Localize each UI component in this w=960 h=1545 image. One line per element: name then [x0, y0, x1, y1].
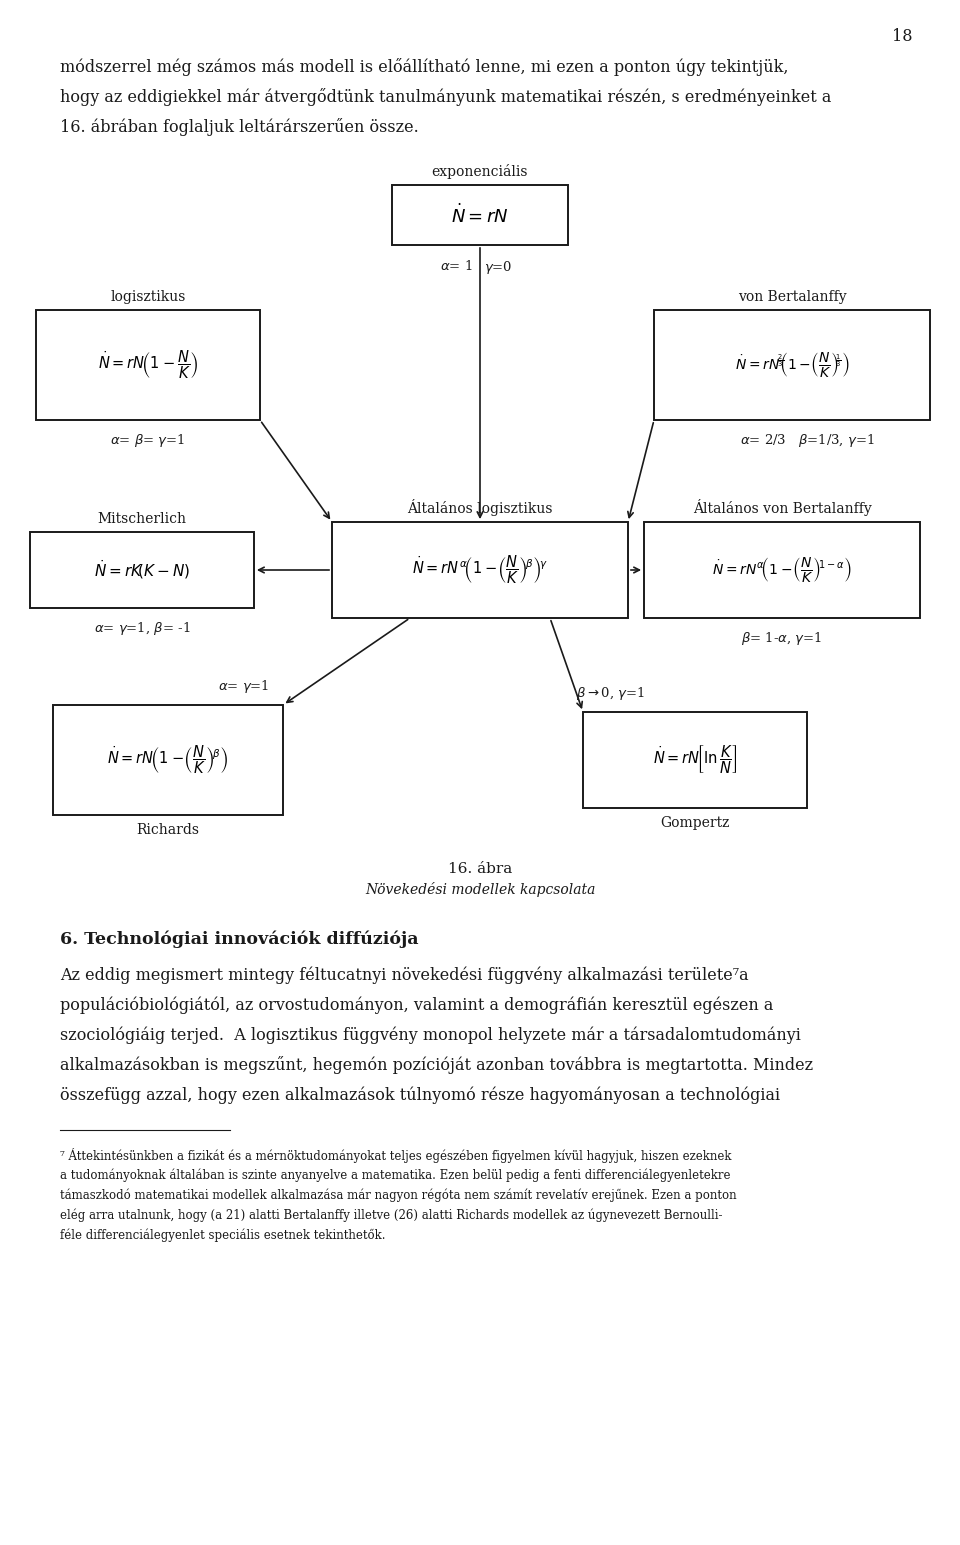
Bar — [36, 311, 260, 420]
Text: Richards: Richards — [136, 823, 200, 837]
Text: $\dot{N} = rN^{\alpha}\!\left(1 - \!\left(\dfrac{N}{K}\right)^{\!\beta}\right)^{: $\dot{N} = rN^{\alpha}\!\left(1 - \!\lef… — [412, 553, 548, 586]
Bar — [30, 531, 254, 609]
Text: Általános logisztikus: Általános logisztikus — [407, 499, 553, 516]
Text: Növekedési modellek kapcsolata: Növekedési modellek kapcsolata — [365, 882, 595, 898]
Bar — [392, 185, 568, 246]
Text: alkalmazásokban is megszűnt, hegemón pozícióját azonban továbbra is megtartotta.: alkalmazásokban is megszűnt, hegemón poz… — [60, 1055, 813, 1074]
Text: logisztikus: logisztikus — [110, 290, 185, 304]
Text: módszerrel még számos más modell is előállítható lenne, mi ezen a ponton úgy tek: módszerrel még számos más modell is előá… — [60, 59, 788, 76]
Text: Mitscherlich: Mitscherlich — [98, 511, 186, 525]
Text: $\dot{N} = rN$: $\dot{N} = rN$ — [451, 204, 509, 227]
Text: $\gamma$=0: $\gamma$=0 — [484, 260, 513, 277]
Text: $\dot{N} = rN^{\alpha}\!\left(1 - \!\left(\dfrac{N}{K}\right)^{\!1-\alpha}\right: $\dot{N} = rN^{\alpha}\!\left(1 - \!\lef… — [712, 556, 852, 584]
Text: $\alpha$= 1: $\alpha$= 1 — [440, 260, 472, 273]
Text: elég arra utalnunk, hogy (a 21) alatti Bertalanffy illetve (26) alatti Richards : elég arra utalnunk, hogy (a 21) alatti B… — [60, 1208, 723, 1222]
Text: támaszkodó matematikai modellek alkalmazása már nagyon régóta nem számít revelat: támaszkodó matematikai modellek alkalmaz… — [60, 1188, 736, 1202]
Bar — [654, 311, 930, 420]
Text: $\alpha$= 2/3: $\alpha$= 2/3 — [739, 433, 786, 447]
Text: $\dot{N} = rN^{\!\frac{2}{3}}\!\!\left(1 - \!\left(\dfrac{N}{K}\right)^{\!\!\fra: $\dot{N} = rN^{\!\frac{2}{3}}\!\!\left(1… — [734, 351, 850, 380]
Text: a tudományoknak általában is szinte anyanyelve a matematika. Ezen belül pedig a : a tudományoknak általában is szinte anya… — [60, 1168, 731, 1182]
Text: $\beta$$\rightarrow$0, $\gamma$=1: $\beta$$\rightarrow$0, $\gamma$=1 — [576, 684, 645, 701]
Text: $\beta$= 1-$\alpha$, $\gamma$=1: $\beta$= 1-$\alpha$, $\gamma$=1 — [741, 630, 823, 647]
Text: $\dot{N} = rK\!\left(K - N\right)$: $\dot{N} = rK\!\left(K - N\right)$ — [94, 559, 190, 581]
Text: $\beta$=1/3, $\gamma$=1: $\beta$=1/3, $\gamma$=1 — [798, 433, 875, 450]
Bar — [644, 522, 920, 618]
Text: Gompertz: Gompertz — [660, 816, 730, 830]
Text: $\alpha$= $\beta$= $\gamma$=1: $\alpha$= $\beta$= $\gamma$=1 — [110, 433, 185, 450]
Bar — [53, 705, 283, 816]
Text: $\alpha$= $\gamma$=1, $\beta$= -1: $\alpha$= $\gamma$=1, $\beta$= -1 — [94, 620, 190, 637]
Text: 16. ábra: 16. ábra — [448, 862, 512, 876]
Text: ⁷ Áttekintésünkben a fizikát és a mérnöktudományokat teljes egészében figyelmen : ⁷ Áttekintésünkben a fizikát és a mérnök… — [60, 1148, 732, 1163]
Text: Az eddig megismert mintegy féltucatnyi növekedési függvény alkalmazási területe⁷: Az eddig megismert mintegy féltucatnyi n… — [60, 966, 749, 984]
Text: 16. ábrában foglaljuk leltárárszerűen össze.: 16. ábrában foglaljuk leltárárszerűen ös… — [60, 117, 419, 136]
Text: populációbiológiától, az orvostudományon, valamint a demográfián keresztül egész: populációbiológiától, az orvostudományon… — [60, 997, 774, 1014]
Bar — [332, 522, 628, 618]
Text: összefügg azzal, hogy ezen alkalmazások túlnyomó része hagyományosan a technológ: összefügg azzal, hogy ezen alkalmazások … — [60, 1086, 780, 1103]
Text: $\dot{N} = rN\!\left[\ln\dfrac{K}{N}\right]$: $\dot{N} = rN\!\left[\ln\dfrac{K}{N}\rig… — [653, 743, 737, 776]
Text: szociológiáig terjed.  A logisztikus függvény monopol helyzete már a társadalomt: szociológiáig terjed. A logisztikus függ… — [60, 1026, 801, 1043]
Text: $\dot{N} = rN\!\left(1 - \dfrac{N}{K}\right)$: $\dot{N} = rN\!\left(1 - \dfrac{N}{K}\ri… — [98, 349, 199, 382]
Text: féle differenciálegyenlet speciális esetnek tekinthetők.: féle differenciálegyenlet speciális eset… — [60, 1228, 386, 1242]
Text: von Bertalanffy: von Bertalanffy — [737, 290, 847, 304]
Text: exponenciális: exponenciális — [432, 164, 528, 179]
Bar — [583, 712, 807, 808]
Text: $\alpha$= $\gamma$=1: $\alpha$= $\gamma$=1 — [218, 678, 270, 695]
Text: 6. Technológiai innovációk diffúziója: 6. Technológiai innovációk diffúziója — [60, 930, 419, 947]
Text: Általános von Bertalanffy: Általános von Bertalanffy — [692, 499, 872, 516]
Text: $\dot{N} = rN\!\left(1 - \!\left(\dfrac{N}{K}\right)^{\!\beta}\right)$: $\dot{N} = rN\!\left(1 - \!\left(\dfrac{… — [108, 743, 228, 776]
Text: hogy az eddigiekkel már átvergődtünk tanulmányunk matematikai részén, s eredmény: hogy az eddigiekkel már átvergődtünk tan… — [60, 88, 831, 107]
Text: 18: 18 — [892, 28, 912, 45]
